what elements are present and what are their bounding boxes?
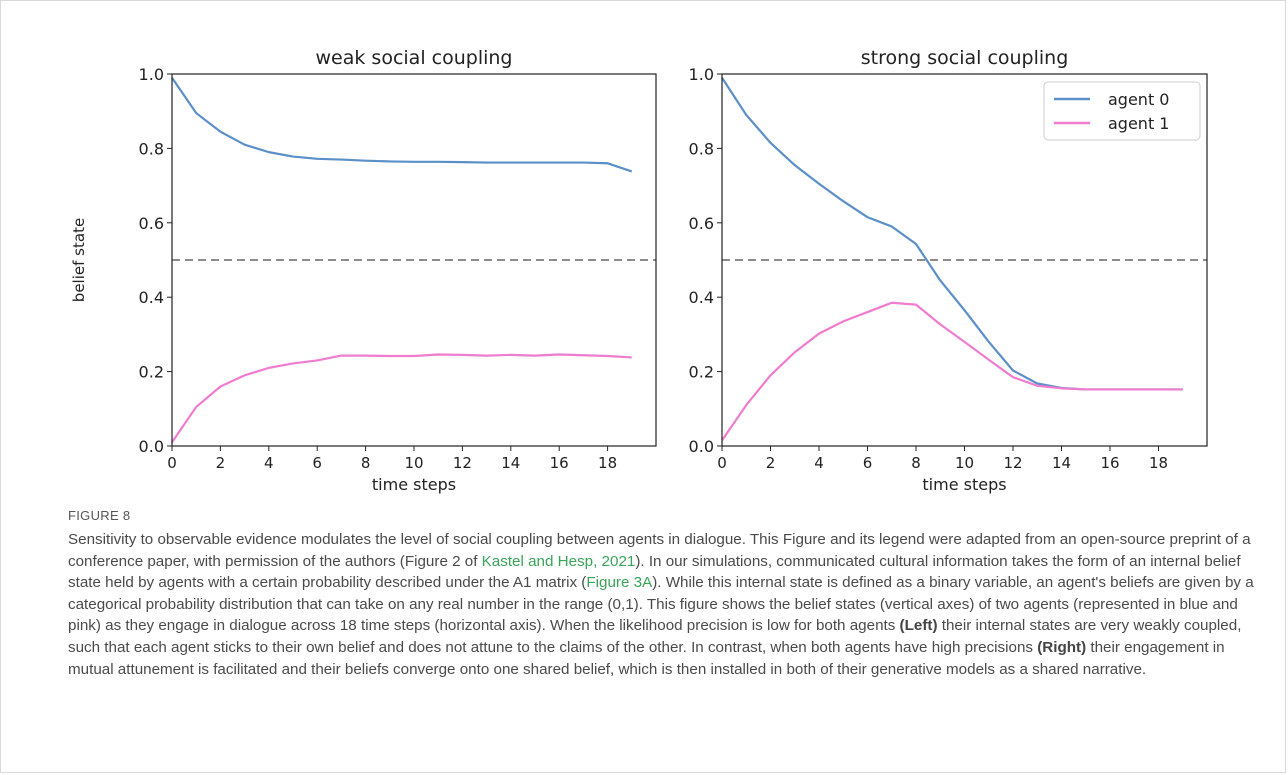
x-tick-label: 6 <box>312 454 322 472</box>
x-tick-label: 18 <box>598 454 617 472</box>
y-tick-label: 0.0 <box>139 437 164 456</box>
x-tick-label: 18 <box>1149 454 1168 472</box>
caption-part: their internal states are very weakly co… <box>68 617 1242 656</box>
chart-title: weak social coupling <box>316 47 513 69</box>
x-tick-label: 10 <box>404 454 423 472</box>
y-tick-label: 0.2 <box>139 363 164 382</box>
x-tick-label: 10 <box>955 454 974 472</box>
figure-link[interactable]: Figure 3A <box>586 574 653 592</box>
caption-left-label: (Left) <box>899 617 938 635</box>
series-line-agent-1 <box>171 353 632 443</box>
caption-part: their engagement in mutual attunement is… <box>68 638 1225 678</box>
x-tick-label: 12 <box>453 454 472 472</box>
x-tick-label: 14 <box>1052 454 1071 472</box>
caption-part: Sensitivity to observable evidence modul… <box>68 531 1251 570</box>
chart-strong-coupling: strong social coupling 0 2 4 6 8 10 12 14 16 18 0.0… <box>689 47 1208 494</box>
y-tick-label: 0.4 <box>139 288 164 307</box>
citation-link[interactable]: Kastel and Hesp, 2021 <box>481 552 636 570</box>
x-tick-label: 8 <box>911 454 921 472</box>
caption-right-label: (Right) <box>1037 638 1087 656</box>
x-tick-label: 12 <box>1003 454 1022 472</box>
x-axis-label: time steps <box>372 475 456 494</box>
legend-box <box>1043 81 1201 141</box>
legend-label-agent-1: agent 1 <box>1108 114 1169 133</box>
x-tick-label: 8 <box>361 454 371 472</box>
x-tick-label: 0 <box>167 454 177 472</box>
x-tick-label: 4 <box>264 454 274 472</box>
x-tick-label: 14 <box>501 454 520 472</box>
caption-part: ). In our simulations, communicated cult… <box>68 552 1241 592</box>
series-line-agent-0 <box>171 77 633 173</box>
y-tick-label: 1.0 <box>139 65 164 84</box>
caption-text: Sensitivity to observable evidence modul… <box>68 529 1268 680</box>
y-tick-label: 0.6 <box>689 214 714 233</box>
chart-weak-coupling: weak social coupling 0 2 4 6 8 10 12 14 16 18 0.0 0.… <box>70 47 657 494</box>
y-tick-label: 0.6 <box>139 214 164 233</box>
y-tick-label: 0.4 <box>689 288 714 307</box>
figure-8-charts: weak social coupling 0 2 4 6 8 10 12 14 16 18 0.0 0.… <box>70 47 1208 494</box>
figure-caption: FIGURE 8 Sensitivity to observable evide… <box>68 508 1268 680</box>
figure-label: FIGURE 8 <box>68 508 131 523</box>
y-tick-label: 1.0 <box>689 65 714 84</box>
x-tick-label: 6 <box>863 454 873 472</box>
x-tick-label: 0 <box>717 454 727 472</box>
chart-title: strong social coupling <box>861 47 1069 69</box>
series-line-agent-1 <box>721 301 1183 442</box>
x-tick-label: 4 <box>814 454 824 472</box>
x-axis-label: time steps <box>922 475 1006 494</box>
y-tick-label: 0.8 <box>689 139 714 158</box>
x-tick-label: 2 <box>766 454 776 472</box>
y-axis-label: belief state <box>70 218 88 302</box>
y-tick-label: 0.8 <box>139 139 164 158</box>
caption-part: ). While this internal state is defined … <box>68 574 1254 635</box>
y-tick-label: 0.0 <box>689 437 714 456</box>
x-tick-label: 2 <box>216 454 226 472</box>
x-tick-label: 16 <box>550 454 569 472</box>
y-tick-label: 0.2 <box>689 363 714 382</box>
legend-label-agent-0: agent 0 <box>1108 90 1169 109</box>
x-tick-label: 16 <box>1100 454 1119 472</box>
